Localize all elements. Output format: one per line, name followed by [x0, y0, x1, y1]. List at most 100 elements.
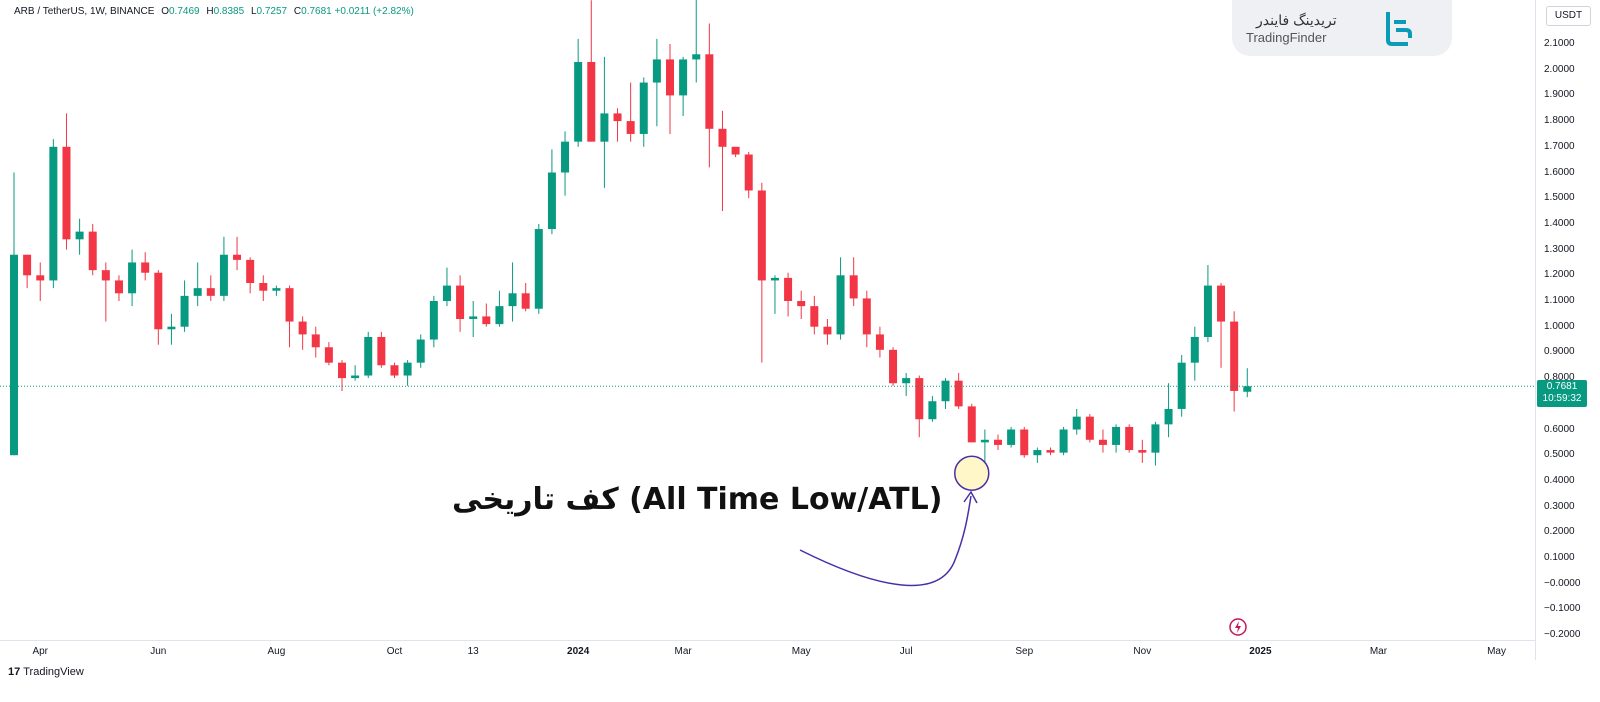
- candle-body: [298, 321, 307, 335]
- price-tick-label: 1.1000: [1544, 295, 1575, 306]
- candle-body: [823, 326, 832, 335]
- candle-body: [731, 146, 740, 155]
- time-tick-label: 13: [467, 646, 479, 657]
- price-tick-label: 2.0000: [1544, 63, 1575, 75]
- price-tick-label: 0.6000: [1544, 423, 1575, 435]
- candle-body: [1112, 426, 1121, 445]
- time-tick-label: Apr: [32, 646, 49, 657]
- candle-body: [875, 334, 884, 350]
- price-tick-label: −0.1000: [1544, 603, 1581, 615]
- candle-body: [941, 380, 950, 402]
- change-value: +0.0211 (+2.82%): [334, 6, 414, 17]
- candle-body: [1046, 450, 1055, 453]
- candle-body: [1098, 439, 1107, 445]
- candle-body: [377, 336, 386, 366]
- time-tick-label: 2025: [1249, 646, 1272, 657]
- candle-body: [154, 272, 163, 330]
- candle-body: [233, 254, 242, 260]
- low-label: L: [250, 6, 257, 17]
- candle-body: [219, 254, 228, 296]
- candle-body: [915, 378, 924, 420]
- candle-body: [718, 128, 727, 147]
- candle-body: [954, 380, 963, 407]
- candle-body: [994, 439, 1002, 445]
- candle-body: [521, 293, 530, 309]
- candle-body: [456, 285, 465, 319]
- candle-body: [692, 54, 701, 60]
- candle-body: [810, 306, 819, 327]
- atl-arrow: [799, 495, 972, 587]
- price-tick-label: 1.4000: [1544, 217, 1575, 229]
- candle-body: [351, 375, 360, 379]
- time-tick-label: Jul: [899, 646, 913, 657]
- price-tick-label: 1.0000: [1544, 320, 1575, 332]
- candle-body: [626, 121, 635, 134]
- candle-body: [482, 316, 491, 325]
- candle-body: [1007, 429, 1016, 445]
- candle-body: [770, 277, 779, 281]
- candle-body: [403, 362, 412, 376]
- candle-body: [928, 401, 937, 420]
- price-tick-label: 1.9000: [1544, 89, 1575, 101]
- candle-body: [88, 231, 97, 271]
- candle-body: [429, 301, 438, 340]
- candle-body: [141, 262, 150, 273]
- tradingfinder-logo: تریدینگ فایندر TradingFinder: [1232, 0, 1452, 56]
- price-tick-label: −0.2000: [1544, 629, 1581, 641]
- price-tick-label: 1.3000: [1544, 243, 1575, 255]
- candle-body: [1217, 285, 1226, 322]
- price-axis[interactable]: 2.1000 2.0000 1.9000 1.8000 1.7000 1.6000 1.50…: [1535, 0, 1600, 660]
- candle-body: [206, 288, 215, 296]
- logo-text-en: TradingFinder: [1246, 30, 1327, 45]
- candle-body: [561, 141, 570, 173]
- candle-body: [1230, 321, 1239, 391]
- tradingfinder-logo-icon: [1386, 12, 1412, 46]
- candle-body: [390, 365, 399, 376]
- chart-area[interactable]: [0, 0, 1535, 640]
- time-tick-label: 2024: [567, 646, 590, 657]
- lightning-event-icon[interactable]: [1228, 617, 1248, 637]
- price-tick-label: 1.7000: [1544, 140, 1575, 152]
- candle-body: [1033, 450, 1042, 456]
- candle-body: [1177, 362, 1186, 409]
- candle-body: [547, 172, 556, 230]
- candle-body: [862, 298, 871, 335]
- time-tick-label: Sep: [1015, 646, 1034, 657]
- price-tick-label: 0.9000: [1544, 346, 1575, 358]
- atl-highlight-circle: [954, 455, 990, 491]
- candle-body: [980, 439, 989, 443]
- time-axis[interactable]: Apr Jun Aug Oct 13 2024 Mar May Jul Sep Nov 2025 Mar…: [0, 640, 1535, 663]
- candle-body: [364, 336, 373, 376]
- candle-body: [600, 113, 609, 142]
- candle-body: [1085, 416, 1094, 440]
- high-value: 0.8385: [213, 6, 245, 17]
- candle-body: [114, 280, 123, 294]
- open-value: 0.7469: [168, 6, 200, 17]
- price-tick-label: 0.1000: [1544, 552, 1575, 563]
- price-tick-label: 1.5000: [1544, 192, 1575, 204]
- candle-body: [534, 229, 543, 309]
- price-tick-label: 1.8000: [1544, 115, 1575, 127]
- candle-body: [128, 262, 137, 294]
- candle-body: [495, 306, 504, 325]
- logo-text-fa: تریدینگ فایندر: [1256, 12, 1337, 28]
- candle-body: [744, 154, 753, 191]
- currency-button[interactable]: USDT: [1546, 6, 1591, 26]
- atl-arrowhead: [963, 490, 978, 504]
- candle-body: [679, 59, 688, 96]
- candle-body: [784, 277, 793, 301]
- candle-body: [705, 54, 714, 129]
- close-value: 0.7681: [301, 6, 332, 17]
- time-tick-label: Mar: [1369, 646, 1388, 657]
- candle-body: [889, 349, 898, 384]
- time-tick-label: Mar: [674, 646, 692, 657]
- candle-body: [180, 295, 189, 327]
- high-label: H: [206, 6, 214, 17]
- candle-body: [1203, 285, 1212, 337]
- candle-body: [246, 259, 255, 284]
- price-tick-label: 0.8000: [1544, 372, 1575, 384]
- symbol-name: ARB / TetherUS, 1W, BINANCE: [14, 6, 155, 17]
- price-tick-label: 0.2000: [1544, 526, 1575, 538]
- time-tick-label: Nov: [1133, 646, 1152, 657]
- price-tick-label: 0.4000: [1544, 474, 1575, 486]
